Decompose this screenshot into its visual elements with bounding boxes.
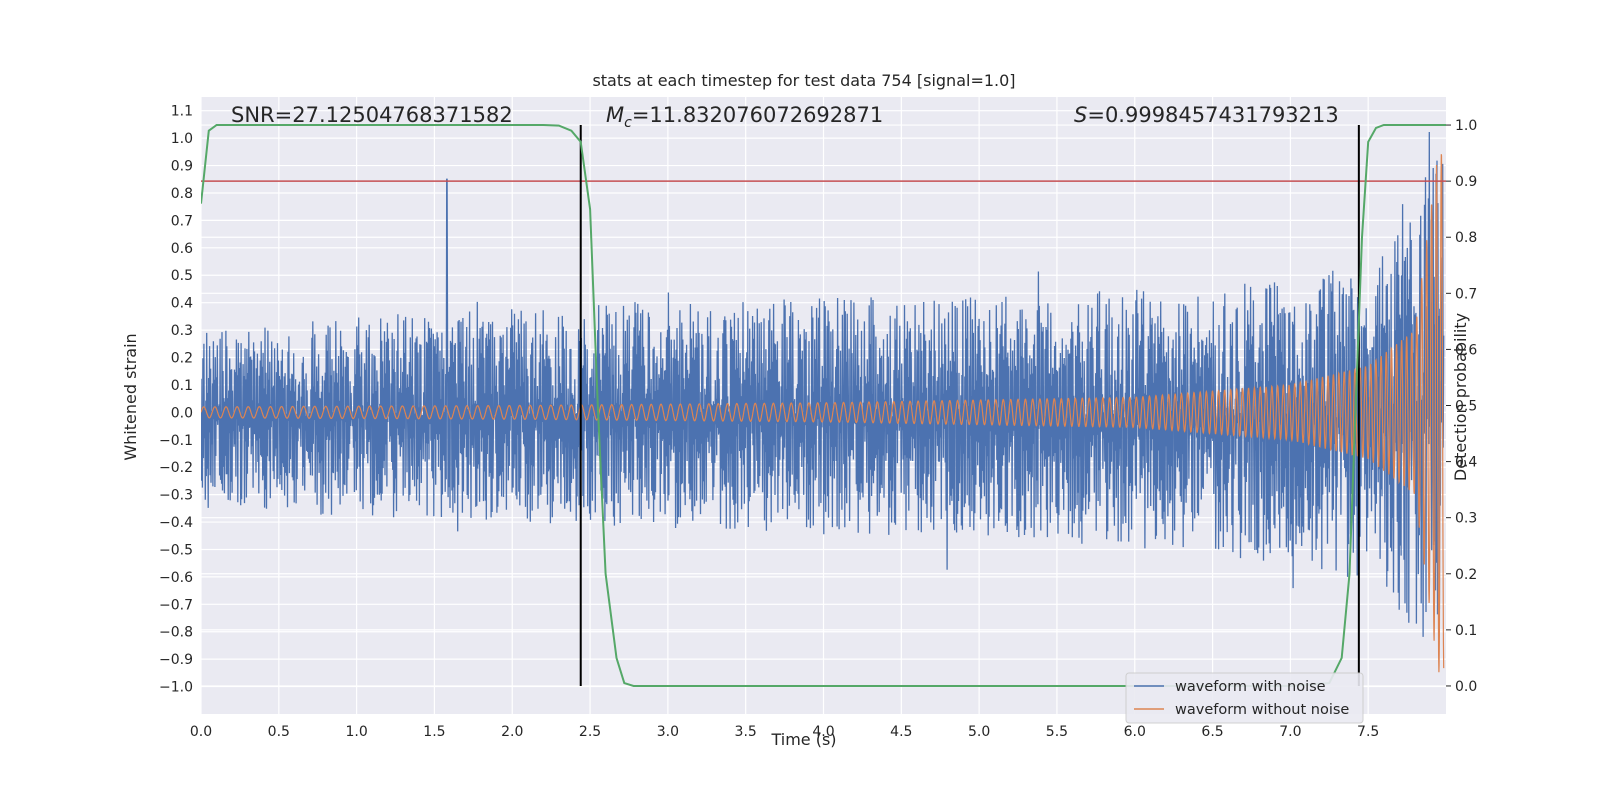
- legend-box: [1125, 672, 1364, 724]
- annotation-s: S=0.9998457431793213: [1074, 103, 1339, 127]
- x-tick-label: 6.5: [1201, 724, 1223, 740]
- y-right-tick-label: 0.5: [1455, 399, 1477, 415]
- x-tick-label: 3.0: [657, 724, 679, 740]
- x-tick-label: 7.0: [1279, 724, 1301, 740]
- x-tick-label: 3.5: [735, 724, 757, 740]
- plot-layer: [201, 124, 1446, 687]
- y-left-tick-label: 1.1: [171, 104, 193, 120]
- annotation-chirp-mass: Mc=11.832076072692871: [606, 103, 883, 131]
- y-left-tick-label: −0.5: [159, 542, 193, 558]
- legend-label-noise: waveform with noise: [1175, 679, 1326, 695]
- y-left-tick-label: −0.3: [159, 488, 193, 504]
- x-tick-label: 6.0: [1124, 724, 1146, 740]
- y-right-tick-label: 0.1: [1455, 623, 1477, 639]
- x-tick-label: 4.5: [890, 724, 912, 740]
- y-left-tick-label: 0.2: [171, 351, 193, 367]
- y-right-tick-label: 0.9: [1455, 174, 1477, 190]
- x-tick-label: 1.5: [423, 724, 445, 740]
- x-axis-label: Time (s): [770, 730, 836, 749]
- y-left-tick-label: 0.6: [171, 241, 193, 257]
- y-left-tick-label: 0.0: [171, 405, 193, 421]
- chart-title: stats at each timestep for test data 754…: [592, 71, 1015, 90]
- x-tick-label: 2.0: [501, 724, 523, 740]
- y-right-tick-label: 0.3: [1455, 511, 1477, 527]
- y-left-tick-label: −0.2: [159, 460, 193, 476]
- y-left-tick-label: −0.6: [159, 570, 193, 586]
- x-tick-label: 5.0: [968, 724, 990, 740]
- y-left-tick-label: −1.0: [159, 680, 193, 696]
- x-tick-label: 0.0: [190, 724, 212, 740]
- series-detection-probability: [201, 124, 1446, 687]
- series-waveform-without-noise: [201, 154, 1445, 673]
- x-tick-label: 7.5: [1357, 724, 1379, 740]
- y-left-tick-label: −0.4: [159, 515, 193, 531]
- y-left-tick-label: 0.7: [171, 213, 193, 229]
- y-left-tick-label: 0.5: [171, 268, 193, 284]
- y-left-tick-label: 0.4: [171, 296, 193, 312]
- x-axis-ticks: 0.0 0.5 1.0 1.5 2.0 2.5 3.0 3.5 4.0 4.5 5.0 5.5 6.0 6…: [190, 724, 1379, 740]
- y-right-tick-label: 0.0: [1455, 679, 1477, 695]
- annotation-s-symbol: S: [1074, 103, 1087, 127]
- annotation-chirp-mass-symbol: M: [606, 103, 624, 127]
- y-axis-right-ticks: 1.0 0.9 0.8 0.7 0.6 0.5 0.4 0.3 0.2 0.1 0.0: [1446, 118, 1477, 695]
- y-left-tick-label: −0.1: [159, 433, 193, 449]
- x-tick-label: 5.5: [1046, 724, 1068, 740]
- x-tick-label: 0.5: [268, 724, 290, 740]
- x-tick-label: 2.5: [579, 724, 601, 740]
- legend-label-clean: waveform without noise: [1175, 702, 1349, 718]
- y-right-tick-label: 0.4: [1455, 455, 1477, 471]
- y-left-tick-label: 0.1: [171, 378, 193, 394]
- annotation-chirp-mass-subscript: c: [624, 115, 632, 131]
- y-left-tick-label: 0.9: [171, 159, 193, 175]
- annotation-chirp-mass-value: =11.832076072692871: [632, 103, 883, 127]
- y-left-tick-label: −0.9: [159, 652, 193, 668]
- y-left-tick-label: −0.8: [159, 625, 193, 641]
- x-tick-label: 4.0: [812, 724, 834, 740]
- y-left-tick-label: −0.7: [159, 597, 193, 613]
- annotation-snr: SNR=27.12504768371582: [231, 103, 513, 127]
- y-left-tick-label: 1.0: [171, 131, 193, 147]
- x-tick-label: 1.0: [345, 724, 367, 740]
- y-right-tick-label: 0.7: [1455, 286, 1477, 302]
- y-right-tick-label: 0.2: [1455, 567, 1477, 583]
- y-right-tick-label: 1.0: [1455, 118, 1477, 134]
- y-right-tick-label: 0.8: [1455, 230, 1477, 246]
- legend: waveform with noise waveform without noi…: [1125, 672, 1364, 724]
- y-axis-left-ticks: 1.1 1.0 0.9 0.8 0.7 0.6 0.5 0.4 0.3 0.2 0.1 0.0 −0.1…: [159, 104, 193, 696]
- annotation-s-value: =0.9998457431793213: [1087, 103, 1338, 127]
- y-axis-right-label: Detection probability: [1451, 313, 1470, 481]
- y-left-tick-label: 0.8: [171, 186, 193, 202]
- y-right-tick-label: 0.6: [1455, 342, 1477, 358]
- y-axis-left-label: Whitened strain: [121, 333, 140, 460]
- y-left-tick-label: 0.3: [171, 323, 193, 339]
